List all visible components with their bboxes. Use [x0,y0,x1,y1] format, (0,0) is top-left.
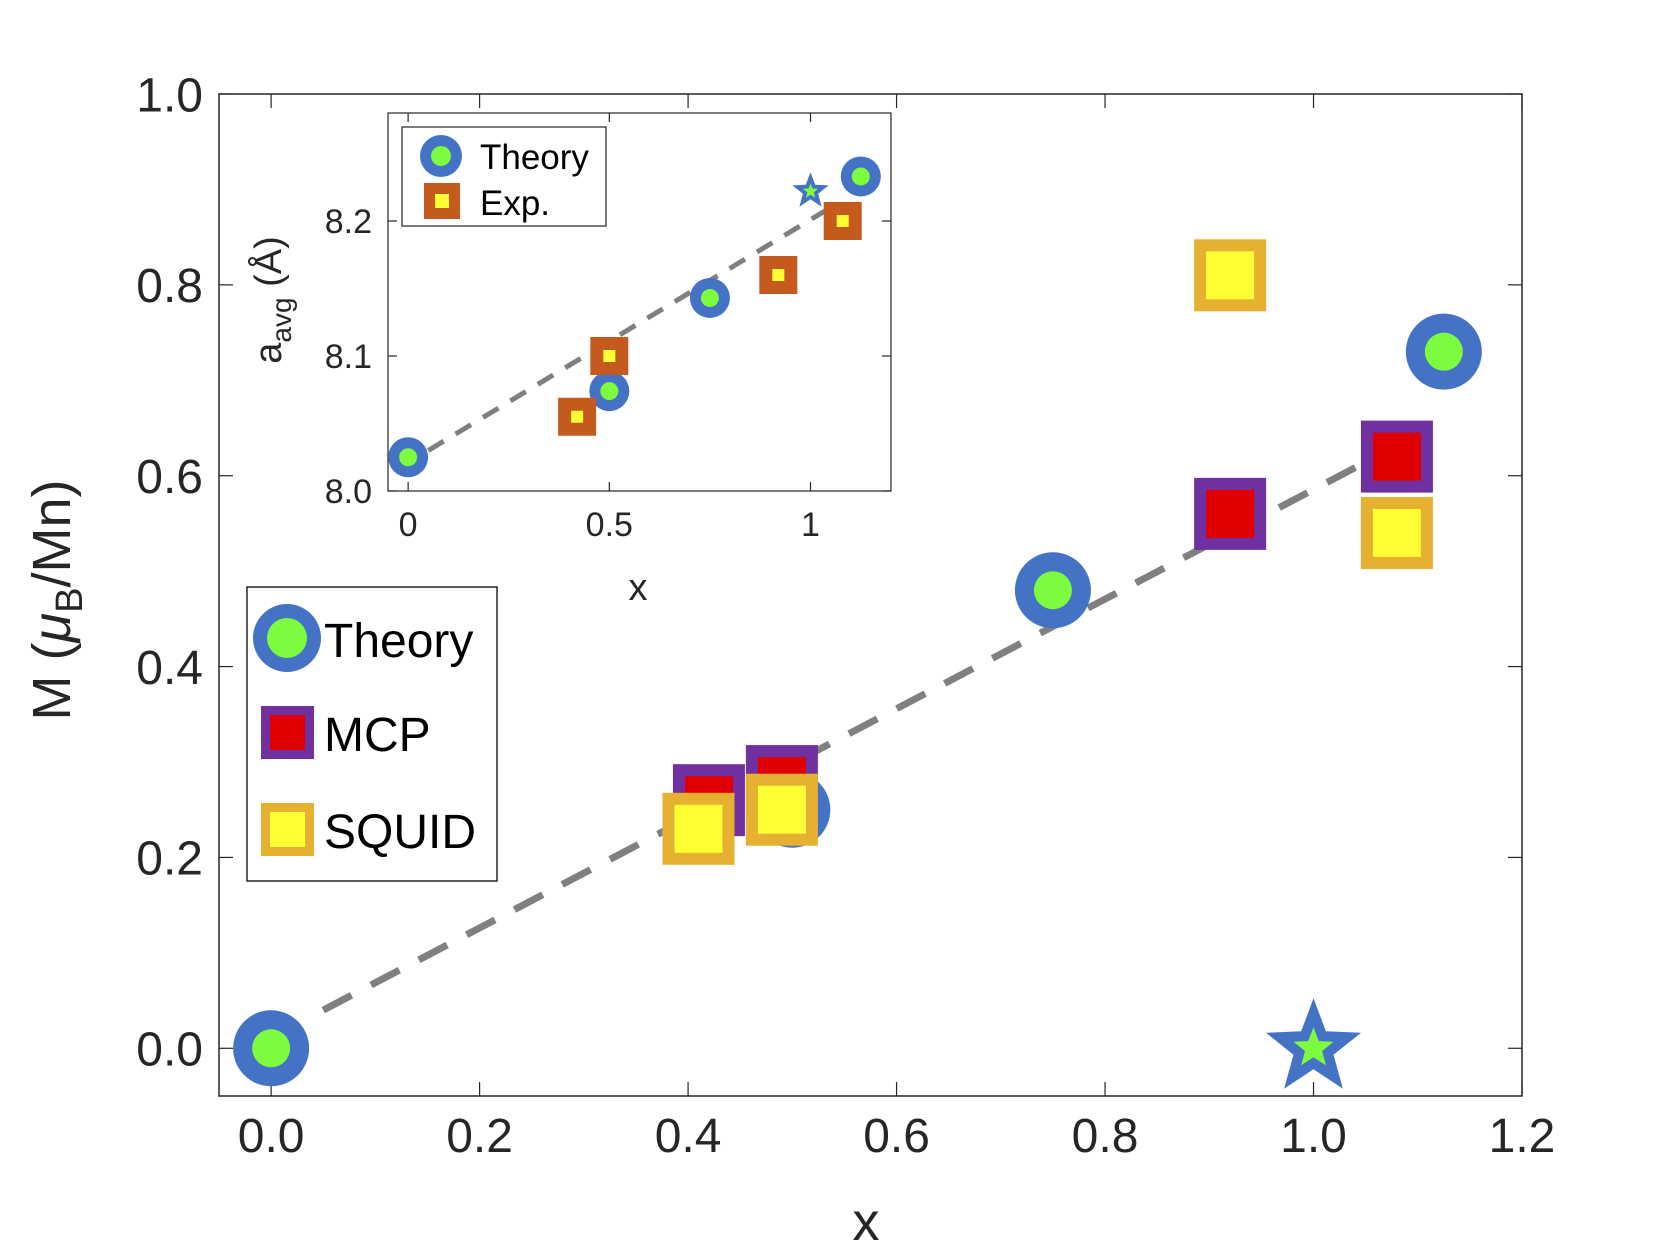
inset-plot: 0 0.5 1 8.0 8.1 8.2 [325,112,892,544]
main-y-label-tail: /Mn) [22,480,82,588]
main-y-tick-label: 1.0 [136,69,203,122]
legend-mcp-marker [261,706,314,759]
main-x-tick-label: 1.2 [1489,1110,1556,1163]
legend-squid-marker [261,803,314,856]
inset-point-exp [823,202,862,240]
main-y-tick-label: 0.0 [136,1024,203,1077]
inset-point-theory-star [792,172,829,207]
inset-point-theory [388,437,429,478]
inset-y-tick-label: 8.2 [325,203,372,241]
inset-point-theory [589,371,630,412]
main-y-tick-label: 0.4 [136,642,203,695]
main-x-tick-label: 0.0 [238,1110,305,1163]
inset-x-axis-label: x [629,567,648,609]
main-point-squid [1360,496,1433,569]
main-point-theory [1014,552,1091,629]
main-point-mcp [1194,477,1267,550]
main-x-tick-label: 1.0 [1280,1110,1347,1163]
main-x-tick-label: 0.6 [863,1110,930,1163]
inset-y-label-unit: (Å) [246,236,290,297]
inset-legend-exp-label: Exp. [480,184,550,223]
inset-legend: Theory Exp. [401,126,607,227]
inset-legend-exp-marker [424,183,460,219]
inset-point-exp [590,337,629,375]
legend-mcp-label: MCP [324,709,431,762]
main-point-squid [662,792,735,865]
main-axis-labels: x M (μB/Mn) [22,480,880,1250]
inset-point-exp [558,397,597,436]
legend-theory-marker [253,604,321,672]
inset-y-tick-label: 8.1 [325,338,372,376]
main-y-axis-label: M (μB/Mn) [22,480,91,721]
inset-point-exp [759,256,798,294]
main-point-theory [1405,313,1482,390]
legend-theory-label: Theory [324,615,473,668]
main-y-label-mu: μ [22,613,82,645]
main-x-tick-label: 0.4 [655,1110,722,1163]
inset-legend-theory-marker [420,135,462,177]
main-y-label-start: M ( [22,642,82,720]
main-legend: Theory MCP SQUID [246,586,498,882]
legend-squid-label: SQUID [324,806,476,859]
main-point-theory [233,1010,310,1087]
main-y-label-sub: B [49,588,91,613]
main-x-tick-label: 0.2 [446,1110,513,1163]
main-y-tick-label: 0.6 [136,451,203,504]
inset-y-label-base: a [248,342,290,364]
inset-x-tick-label: 0.5 [586,506,633,544]
main-y-tick-label: 0.2 [136,833,203,886]
inset-y-axis-label: aavg (Å) [246,236,297,364]
inset-y-label-sub: avg [266,297,297,342]
main-y-tick-label: 0.8 [136,260,203,313]
inset-y-tick-label: 8.0 [325,473,372,511]
inset-legend-theory-label: Theory [480,138,589,177]
main-point-mcp [1360,420,1433,493]
main-point-squid [745,773,818,846]
main-x-axis-label: x [853,1192,880,1250]
inset-x-tick-label: 0 [399,506,418,544]
inset-point-theory [689,277,730,318]
main-point-theory-star [1266,998,1362,1089]
inset-x-tick-label: 1 [801,506,820,544]
inset-point-theory [840,156,881,197]
inset-axis-labels: x aavg (Å) [246,236,648,609]
main-x-tick-label: 0.8 [1072,1110,1139,1163]
inset-fit-line [426,205,832,453]
main-point-squid [1194,239,1267,312]
